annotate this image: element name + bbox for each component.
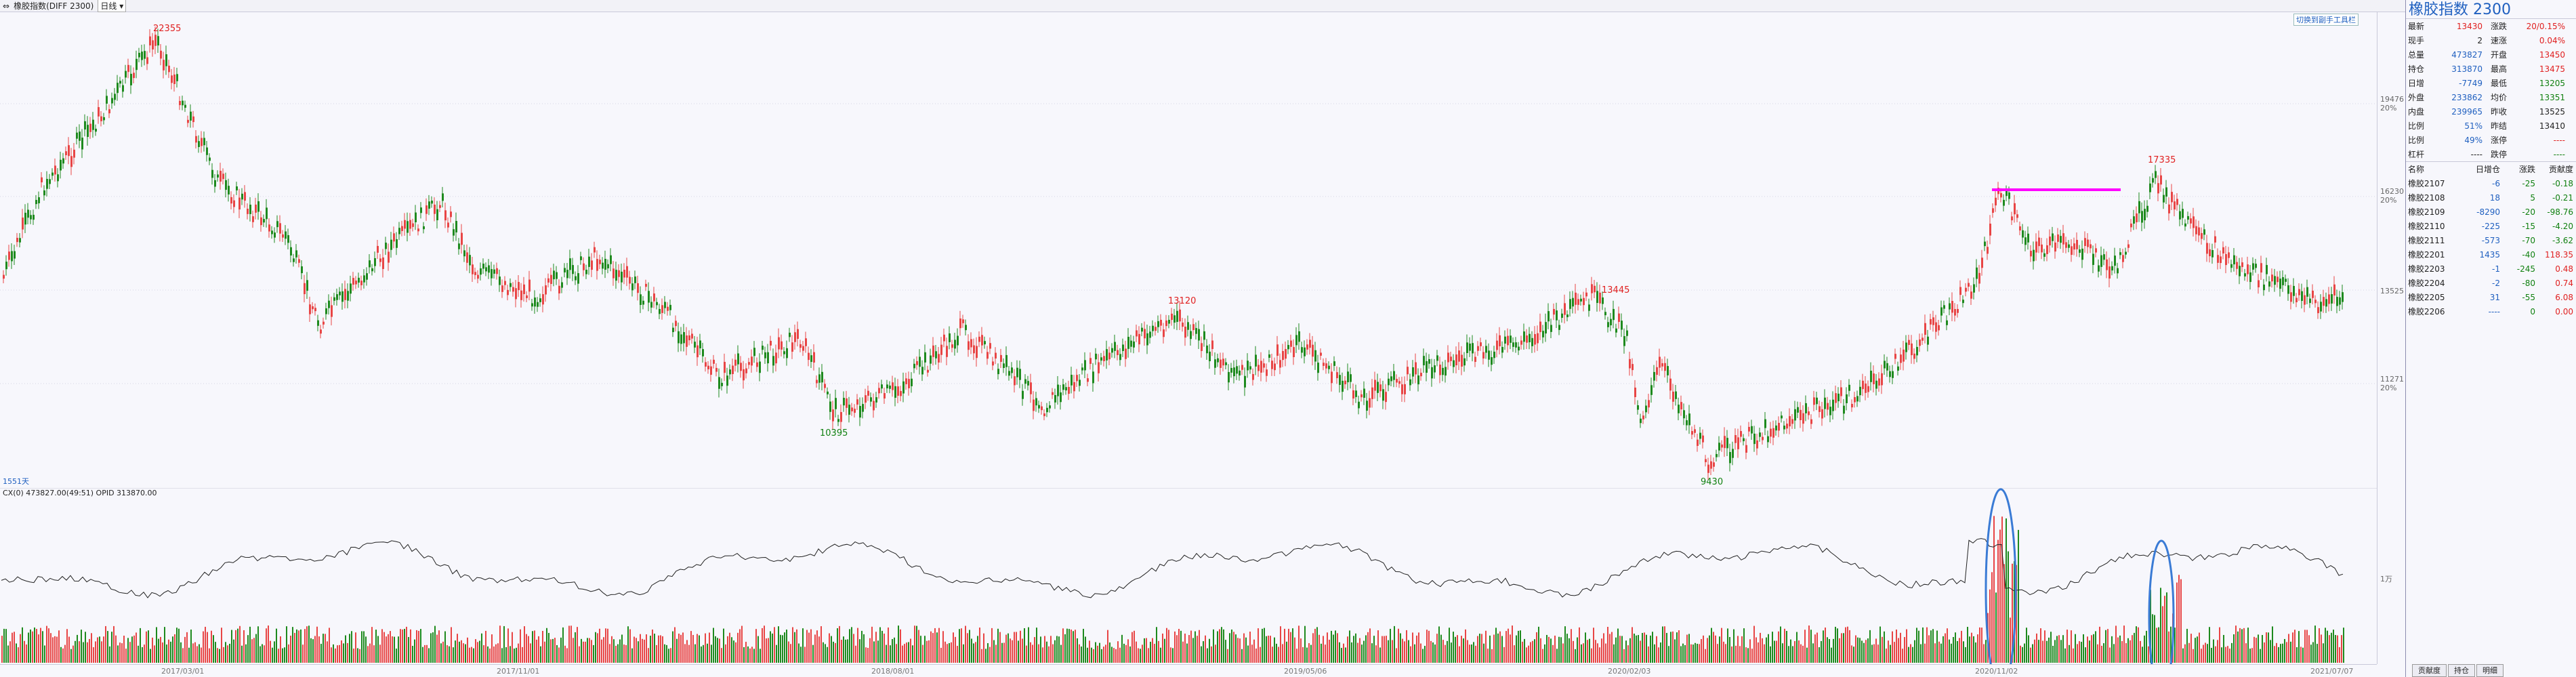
period-dropdown[interactable]: 日线 ▾ [98,0,127,12]
quote-row: 持仓 313870 最高 13475 [2408,64,2565,75]
menu-icon[interactable]: ⇔ [3,1,10,11]
price-axis: 19476 20% 16230 20% 13525 11271 20% 1万 [2377,12,2405,664]
quote-row: 内盘 239965 昨收 13525 [2408,106,2565,117]
contract-row[interactable]: 橡胶2205 31 -55 6.08 [2408,292,2573,303]
open-interest-line [1,538,2344,598]
quote-row: 总量 473827 开盘 13450 [2408,49,2565,60]
contract-row[interactable]: 橡胶2109 -8290 -20 -98.76 [2408,207,2573,218]
highlight-ellipse-1 [1985,488,2017,664]
tab-position[interactable]: 持仓 [2448,664,2475,677]
quote-row: 外盘 233862 均价 13351 [2408,92,2565,103]
date-axis: 2017/03/01 2017/11/01 2018/08/01 2019/05… [0,664,2377,677]
range-label: 1551天 [3,477,29,486]
label-peak-3: 13445 [1602,285,1629,295]
tab-detail[interactable]: 明细 [2476,664,2504,677]
label-low-2: 9430 [1701,477,1723,487]
quote-row: 最新 13430 涨跌 20/0.15% [2408,21,2565,32]
contract-row[interactable]: 橡胶2201 1435 -40 118.35 [2408,249,2573,260]
label-low-1: 10395 [820,428,848,438]
tab-contribution[interactable]: 贡献度 [2412,664,2447,677]
contract-row[interactable]: 橡胶2111 -573 -70 -3.62 [2408,235,2573,246]
toolbar-switch[interactable]: 切换到副手工具栏 [2293,14,2359,26]
quote-row: 杠杆 ---- 跌停 ---- [2408,149,2565,160]
quote-row: 日增 -7749 最低 13205 [2408,78,2565,89]
label-peak-5: 17335 [2148,155,2176,165]
highlight-ellipse-2 [2148,539,2175,664]
contract-row[interactable]: 橡胶2203 -1 -245 0.48 [2408,264,2573,274]
label-peak-2: 13120 [1168,296,1196,306]
quote-row: 比例 51% 昨结 13410 [2408,121,2565,131]
bottom-tabs: 贡献度 持仓 明细 [2412,664,2504,677]
volume-info: CX(0) 473827.00(49:51) OPID 313870.00 [3,489,157,497]
volume-chart[interactable] [0,488,2377,664]
contract-row[interactable]: 橡胶2206 ---- 0 0.00 [2408,306,2573,317]
title-bar: ⇔ 橡胶指数(DIFF 2300) 日线 ▾ [0,0,2405,12]
contract-row[interactable]: 橡胶2108 18 5 -0.21 [2408,192,2573,203]
quote-row: 比例 49% 涨停 ---- [2408,135,2565,146]
quote-row: 现手 2 速涨 0.04% [2408,35,2565,46]
contract-row[interactable]: 橡胶2107 -6 -25 -0.18 [2408,178,2573,189]
quote-title: 橡胶指数 2300 [2406,0,2576,19]
label-high: 22355 [153,24,181,34]
quote-panel: 橡胶指数 2300 最新 13430 涨跌 20/0.15% 现手 2 速涨 0.04% 总量 4… [2405,0,2576,677]
candlestick-chart[interactable]: 22355 10395 13120 13445 9430 17335 [0,12,2377,487]
contracts-header: 名称 日增仓 涨跌 贡献度 [2408,165,2573,174]
contract-row[interactable]: 橡胶2204 -2 -80 0.74 [2408,278,2573,289]
symbol-name: 橡胶指数(DIFF 2300) [14,1,94,11]
contract-row[interactable]: 橡胶2110 -225 -15 -4.20 [2408,221,2573,232]
